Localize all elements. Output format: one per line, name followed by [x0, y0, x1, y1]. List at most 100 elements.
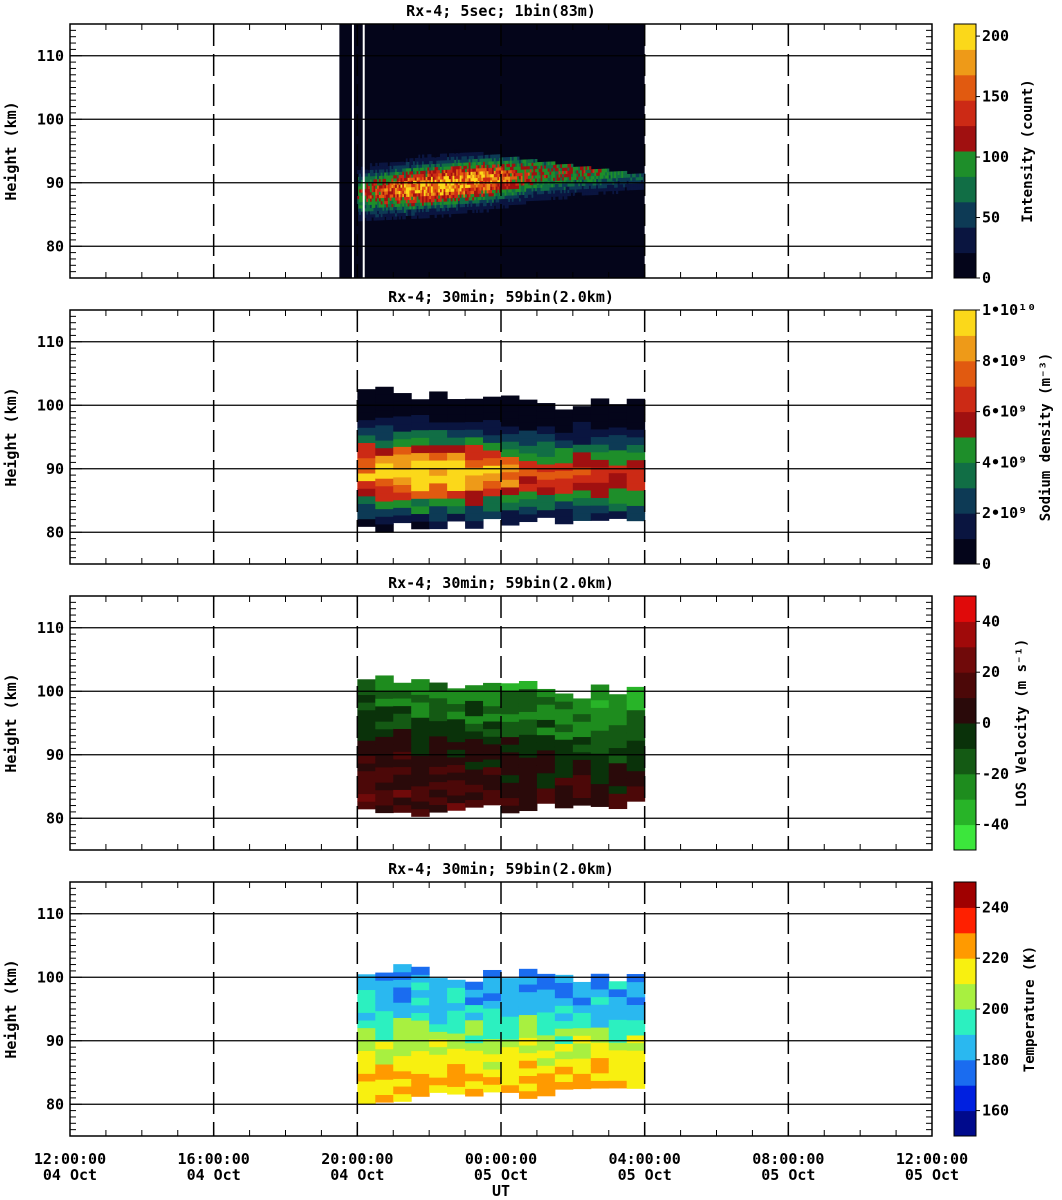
heatmap-cell — [509, 195, 513, 199]
heatmap-cell — [400, 168, 403, 172]
heatmap-cell — [474, 171, 477, 175]
heatmap-cell — [580, 166, 583, 171]
heatmap-cell — [465, 1012, 484, 1021]
heatmap-cell — [544, 177, 547, 182]
heatmap-cell — [375, 210, 378, 215]
heatmap-cell — [416, 176, 419, 181]
heatmap-cell — [375, 1018, 394, 1027]
heatmap-cell — [457, 187, 461, 192]
heatmap-cell — [472, 203, 475, 207]
heatmap-cell — [560, 180, 563, 184]
heatmap-cell — [429, 682, 448, 691]
heatmap-cell — [459, 184, 462, 189]
heatmap-cell — [389, 168, 392, 173]
heatmap-cell — [389, 187, 392, 192]
heatmap-cell — [518, 1006, 538, 1016]
heatmap-cell — [484, 158, 488, 162]
heatmap-cell — [375, 424, 394, 433]
heatmap-cell — [562, 173, 565, 178]
heatmap-cell — [554, 1005, 574, 1014]
heatmap-cell — [587, 191, 590, 196]
heatmap-cell — [472, 158, 475, 163]
heatmap-cell — [420, 157, 423, 162]
heatmap-cell — [468, 196, 471, 201]
heatmap-cell — [423, 186, 427, 190]
heatmap-cell — [481, 189, 484, 194]
heatmap-cell — [398, 193, 401, 198]
heatmap-cell — [395, 212, 398, 217]
heatmap-cell — [447, 711, 466, 720]
heatmap-cell — [518, 711, 538, 720]
heatmap-cell — [513, 179, 516, 183]
heatmap-cell — [404, 199, 407, 204]
heatmap-cell — [364, 195, 367, 199]
heatmap-cell — [393, 698, 412, 707]
heatmap-cell — [393, 216, 396, 220]
heatmap-cell — [459, 209, 462, 214]
heatmap-cell — [531, 178, 534, 182]
heatmap-cell — [409, 202, 412, 207]
heatmap-cell — [439, 182, 443, 186]
heatmap-cell — [375, 204, 378, 208]
heatmap-cell — [477, 158, 480, 163]
heatmap-cell — [544, 184, 547, 188]
heatmap-cell — [536, 197, 540, 201]
heatmap-cell — [393, 964, 412, 973]
heatmap-cell — [398, 168, 401, 172]
heatmap-cell — [518, 166, 522, 170]
heatmap-cell — [554, 777, 574, 786]
heatmap-cell — [520, 169, 524, 173]
heatmap-cell — [522, 162, 525, 167]
heatmap-cell — [420, 192, 423, 197]
heatmap-cell — [454, 165, 457, 170]
heatmap-cell — [384, 178, 387, 183]
heatmap-cell — [456, 168, 459, 173]
heatmap-cell — [481, 170, 484, 175]
heatmap-cell — [396, 161, 400, 166]
heatmap-cell — [447, 695, 466, 705]
heatmap-cell — [558, 180, 561, 184]
heatmap-cell — [560, 186, 563, 191]
heatmap-cell — [357, 1050, 376, 1059]
heatmap-cell — [501, 163, 504, 168]
heatmap-cell — [393, 507, 412, 516]
heatmap-cell — [371, 188, 374, 193]
heatmap-cell — [434, 176, 437, 180]
heatmap-cell — [479, 202, 482, 207]
heatmap-cell — [483, 1023, 502, 1032]
heatmap-cell — [364, 188, 367, 193]
heatmap-cell — [614, 174, 617, 179]
heatmap-cell — [364, 207, 367, 212]
heatmap-cell — [405, 167, 409, 172]
heatmap-cell — [411, 702, 430, 711]
heatmap-cell — [567, 170, 570, 174]
heatmap-cell — [506, 172, 509, 177]
heatmap-cell — [626, 732, 646, 741]
heatmap-cell — [393, 1063, 412, 1072]
heatmap-cell — [479, 193, 482, 197]
heatmap-cell — [400, 199, 403, 204]
heatmap-cell — [393, 682, 412, 691]
heatmap-cell — [623, 183, 626, 188]
heatmap-cell — [360, 188, 364, 193]
heatmap-cell — [463, 209, 466, 214]
heatmap-cell — [430, 192, 434, 196]
heatmap-cell — [470, 171, 473, 176]
heatmap-cell — [375, 409, 394, 418]
heatmap-cell — [626, 793, 646, 802]
heatmap-cell — [608, 755, 628, 764]
heatmap-cell — [439, 172, 443, 177]
heatmap-cell — [447, 1071, 466, 1080]
heatmap-cell — [407, 167, 410, 172]
heatmap-cell — [411, 1058, 430, 1067]
heatmap-cell — [606, 171, 610, 176]
heatmap-cell — [359, 204, 362, 209]
heatmap-cell — [536, 704, 556, 713]
heatmap-cell — [518, 399, 538, 408]
heatmap-cell — [504, 188, 507, 193]
heatmap-cell — [484, 180, 488, 184]
heatmap-cell — [465, 715, 484, 724]
colorbar-block — [954, 386, 976, 413]
heatmap-cell — [536, 981, 556, 990]
heatmap-cell — [364, 201, 367, 206]
